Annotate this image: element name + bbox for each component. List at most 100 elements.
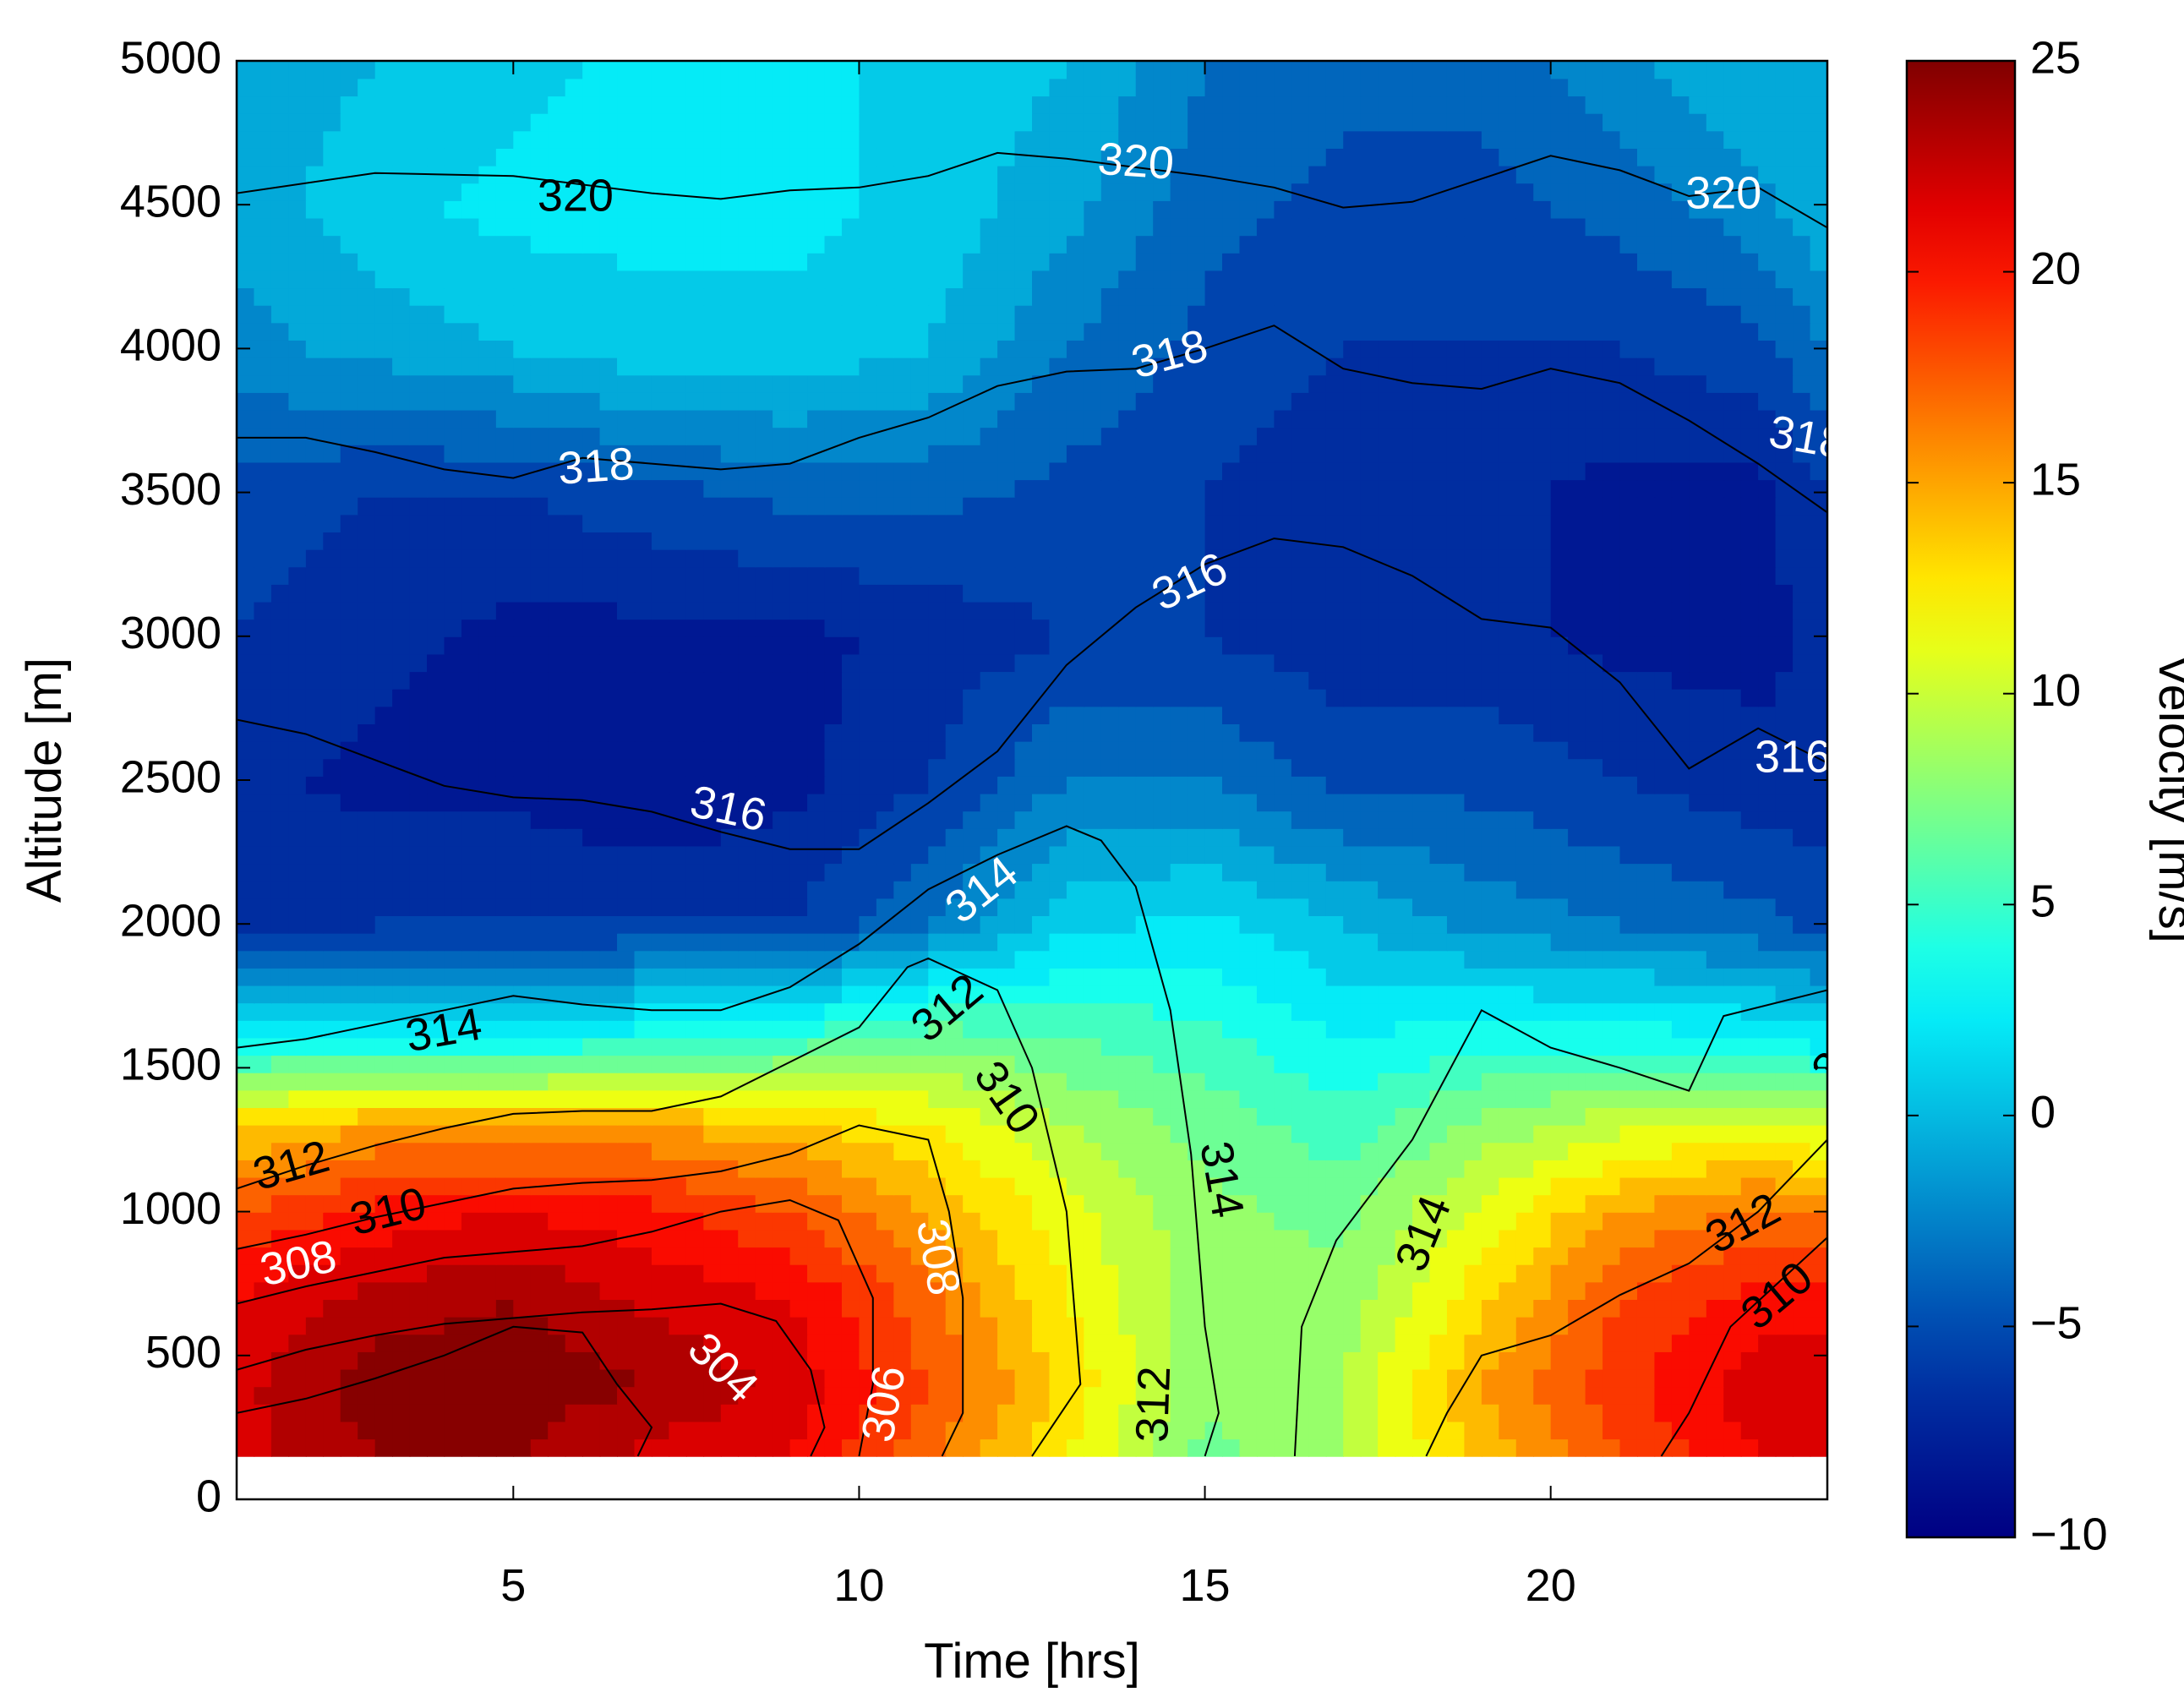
heatmap-cell [288,950,307,969]
heatmap-cell [1222,549,1241,568]
heatmap-cell [1654,532,1673,550]
heatmap-cell [945,636,964,655]
heatmap-cell [513,898,532,916]
heatmap-cell [1568,1351,1586,1370]
heatmap-cell [548,1160,566,1178]
heatmap-cell [1723,811,1742,829]
heatmap-cell [513,549,532,568]
heatmap-cell [1412,898,1431,916]
heatmap-cell [1568,1055,1586,1073]
heatmap-cell [444,1438,462,1457]
heatmap-cell [1515,1299,1535,1318]
heatmap-cell [288,514,307,532]
heatmap-cell [1291,1421,1310,1440]
heatmap-cell [1308,1404,1327,1422]
heatmap-cell [392,932,411,952]
heatmap-cell [945,1055,964,1073]
heatmap-cell [910,1212,930,1231]
heatmap-cell [1723,1212,1742,1231]
heatmap-cell [651,1089,670,1109]
heatmap-cell [270,1404,290,1422]
heatmap-cell [427,1072,445,1091]
heatmap-cell [1170,1247,1188,1265]
heatmap-cell [1723,985,1742,1004]
heatmap-cell [789,950,808,969]
heatmap-cell [513,1160,532,1178]
heatmap-cell [1135,1037,1154,1056]
heatmap-cell [1014,932,1033,952]
heatmap-cell [1446,532,1466,550]
heatmap-cell [599,1351,618,1370]
heatmap-cell [1395,1089,1413,1109]
heatmap-cell [340,1368,358,1388]
heatmap-cell [1239,1194,1258,1213]
heatmap-cell [565,985,583,1004]
heatmap-cell [651,1404,670,1422]
heatmap-cell [237,1316,255,1335]
heatmap-cell [1689,566,1707,585]
heatmap-cell [1308,1055,1327,1073]
heatmap-cell [323,985,341,1004]
heatmap-cell [565,619,583,637]
heatmap-cell [305,950,325,969]
heatmap-cell [1499,1055,1517,1073]
heatmap-cell [1775,671,1794,690]
heatmap-cell [1775,1055,1794,1073]
heatmap-cell [1758,1160,1777,1178]
heatmap-cell [1775,619,1794,637]
heatmap-cell [876,793,895,812]
heatmap-cell [1274,1055,1292,1073]
heatmap-cell [478,1072,497,1091]
heatmap-cell [1568,932,1586,952]
heatmap-cell [1378,898,1396,916]
heatmap-cell [703,898,722,916]
heatmap-cell [980,863,998,882]
heatmap-cell [1793,1194,1811,1213]
heatmap-cell [1239,1107,1258,1126]
heatmap-cell [617,1212,636,1231]
heatmap-cell [548,496,566,516]
heatmap-cell [1049,828,1067,847]
heatmap-cell [444,1124,462,1144]
heatmap-cell [1032,1089,1051,1109]
heatmap-cell [1810,706,1827,724]
heatmap-cell [945,758,964,777]
heatmap-cell [1689,1194,1707,1213]
heatmap-cell [1291,968,1310,986]
heatmap-cell [773,1055,791,1073]
heatmap-cell [495,1072,515,1091]
heatmap-cell [1793,532,1811,550]
heatmap-cell [1654,1247,1673,1265]
heatmap-cell [773,758,791,777]
heatmap-cell [1671,968,1690,986]
heatmap-cell [685,863,705,882]
heatmap-cell [1464,601,1482,620]
heatmap-cell [1100,1438,1120,1457]
heatmap-cell [1049,932,1067,952]
heatmap-cell [893,915,912,934]
heatmap-cell [1723,1334,1742,1352]
heatmap-cell [1256,723,1275,742]
heatmap-cell [599,740,618,760]
heatmap-cell [461,532,480,550]
heatmap-cell [1188,671,1206,690]
heatmap-cell [755,1229,773,1248]
heatmap-cell [1723,1368,1742,1388]
heatmap-cell [1360,1281,1379,1301]
heatmap-cell [1412,1229,1431,1248]
heatmap-cell [789,1089,808,1109]
heatmap-cell [1032,671,1051,690]
heatmap-cell [427,863,445,882]
heatmap-cell [1481,1368,1500,1388]
heatmap-cell [1429,1055,1448,1073]
heatmap-cell [963,1020,981,1039]
heatmap-cell [237,1386,255,1405]
heatmap-cell [1274,671,1292,690]
heatmap-cell [1153,636,1171,655]
heatmap-cell [1533,968,1552,986]
heatmap-cell [1550,1160,1569,1178]
heatmap-cell [582,636,601,655]
heatmap-cell [1256,1334,1275,1352]
heatmap-cell [1256,1247,1275,1265]
heatmap-cell [1706,880,1725,899]
